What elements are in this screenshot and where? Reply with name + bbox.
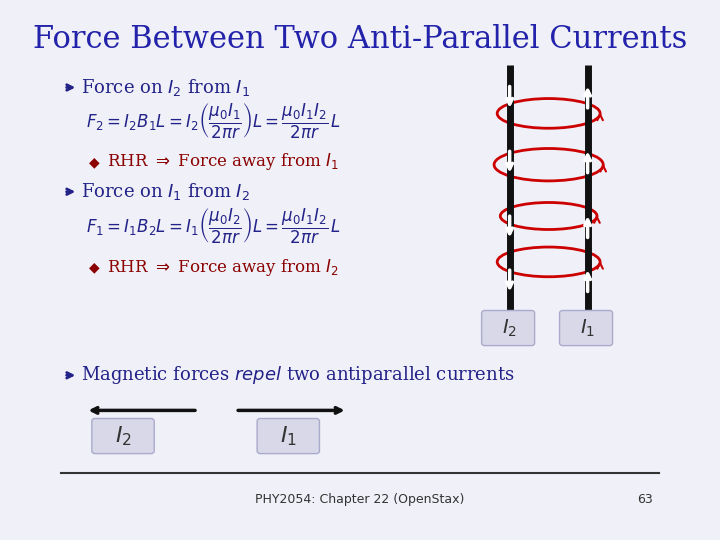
Text: RHR $\Rightarrow$ Force away from $I_1$: RHR $\Rightarrow$ Force away from $I_1$ [107,152,339,172]
Text: $F_2 = I_2 B_1 L = I_2 \left(\dfrac{\mu_0 I_1}{2\pi r}\right) L = \dfrac{\mu_0 I: $F_2 = I_2 B_1 L = I_2 \left(\dfrac{\mu_… [86,102,341,141]
Text: $F_1 = I_1 B_2 L = I_1 \left(\dfrac{\mu_0 I_2}{2\pi r}\right) L = \dfrac{\mu_0 I: $F_1 = I_1 B_2 L = I_1 \left(\dfrac{\mu_… [86,207,341,246]
Text: ◆: ◆ [89,260,99,274]
Text: Force on $I_1$ from $I_2$: Force on $I_1$ from $I_2$ [81,181,250,202]
Text: PHY2054: Chapter 22 (OpenStax): PHY2054: Chapter 22 (OpenStax) [256,493,464,506]
FancyBboxPatch shape [92,418,154,454]
Text: Magnetic forces $\it{repel}$ two antiparallel currents: Magnetic forces $\it{repel}$ two antipar… [81,364,514,386]
Text: RHR $\Rightarrow$ Force away from $I_2$: RHR $\Rightarrow$ Force away from $I_2$ [107,257,339,278]
Text: 63: 63 [637,493,653,506]
Text: Force Between Two Anti-Parallel Currents: Force Between Two Anti-Parallel Currents [33,24,687,55]
Text: Force on $I_2$ from $I_1$: Force on $I_2$ from $I_1$ [81,77,250,98]
FancyBboxPatch shape [559,310,613,346]
Text: ◆: ◆ [89,155,99,169]
Text: $I_1$: $I_1$ [280,424,297,448]
Text: $I_2$: $I_2$ [502,318,517,339]
Text: $I_1$: $I_1$ [580,318,595,339]
FancyBboxPatch shape [257,418,320,454]
FancyBboxPatch shape [482,310,535,346]
Text: $I_2$: $I_2$ [114,424,132,448]
